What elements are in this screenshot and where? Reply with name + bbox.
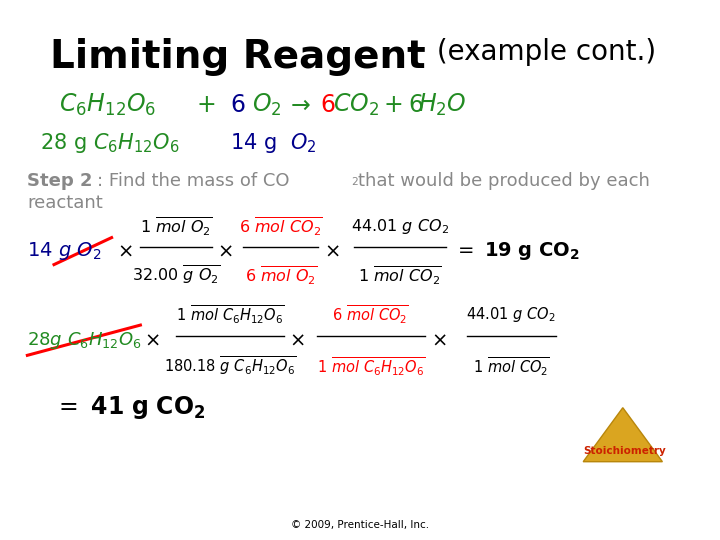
Text: Limiting Reagent: Limiting Reagent [50, 38, 426, 76]
Text: $28g\ C_6H_{12}O_6$: $28g\ C_6H_{12}O_6$ [27, 330, 142, 350]
Text: $1\ \overline{mol\ C_6H_{12}O_6}$: $1\ \overline{mol\ C_6H_{12}O_6}$ [176, 303, 284, 326]
Text: $=\ \mathbf{19\ g\ CO_2}$: $=\ \mathbf{19\ g\ CO_2}$ [454, 240, 579, 262]
Text: $C_6H_{12}O_6$: $C_6H_{12}O_6$ [60, 92, 156, 118]
Text: $\times$: $\times$ [431, 330, 446, 350]
Text: $180.18\ \overline{g\ C_6H_{12}O_6}$: $180.18\ \overline{g\ C_6H_{12}O_6}$ [164, 355, 297, 377]
Text: $\times$: $\times$ [217, 241, 233, 261]
Text: $32.00\ \overline{g\ O_2}$: $32.00\ \overline{g\ O_2}$ [132, 264, 220, 287]
Text: $6\ \overline{mol\ CO_2}$: $6\ \overline{mol\ CO_2}$ [333, 303, 409, 326]
Text: $H_2O$: $H_2O$ [418, 92, 467, 118]
Text: $\times$: $\times$ [117, 241, 132, 261]
Text: $+$: $+$ [383, 93, 402, 117]
Text: $\rightarrow$: $\rightarrow$ [286, 93, 312, 117]
Text: : Find the mass of CO: : Find the mass of CO [97, 172, 289, 190]
Text: $O_2$: $O_2$ [252, 92, 281, 118]
Text: $1\ \overline{mol\ C_6H_{12}O_6}$: $1\ \overline{mol\ C_6H_{12}O_6}$ [317, 355, 425, 377]
Text: $6$: $6$ [408, 93, 424, 117]
Text: $CO_2$: $CO_2$ [333, 92, 379, 118]
Text: $14\ g\ O_2$: $14\ g\ O_2$ [27, 240, 102, 262]
Text: $6$: $6$ [230, 93, 246, 117]
Text: (example cont.): (example cont.) [428, 38, 657, 66]
Text: $\times$: $\times$ [144, 330, 160, 350]
Text: Step 2: Step 2 [27, 172, 93, 190]
Text: reactant: reactant [27, 193, 103, 212]
Text: $6$: $6$ [320, 93, 336, 117]
Text: $44.01\ g\ CO_2$: $44.01\ g\ CO_2$ [467, 305, 556, 324]
Text: Stoichiometry: Stoichiometry [584, 446, 666, 456]
Polygon shape [583, 408, 662, 462]
Text: $\times$: $\times$ [324, 241, 340, 261]
Text: $1\ \overline{mol\ CO_2}$: $1\ \overline{mol\ CO_2}$ [359, 264, 442, 287]
Text: $\times$: $\times$ [289, 330, 305, 350]
Text: © 2009, Prentice-Hall, Inc.: © 2009, Prentice-Hall, Inc. [291, 520, 429, 530]
Text: that would be produced by each: that would be produced by each [358, 172, 649, 190]
Text: $6\ \overline{mol\ CO_2}$: $6\ \overline{mol\ CO_2}$ [239, 215, 323, 238]
Text: $1\ \overline{mol\ O_2}$: $1\ \overline{mol\ O_2}$ [140, 215, 212, 238]
Text: $14\ \mathrm{g}\ \ O_2$: $14\ \mathrm{g}\ \ O_2$ [230, 131, 317, 155]
Text: $_2$: $_2$ [351, 173, 359, 188]
Text: $1\ \overline{mol\ CO_2}$: $1\ \overline{mol\ CO_2}$ [473, 355, 549, 377]
Text: $=\ \mathbf{41\ g\ CO_2}$: $=\ \mathbf{41\ g\ CO_2}$ [54, 394, 205, 421]
Text: $6\ \overline{mol\ O_2}$: $6\ \overline{mol\ O_2}$ [245, 264, 317, 287]
Text: $28\ \mathrm{g}\ C_6H_{12}O_6$: $28\ \mathrm{g}\ C_6H_{12}O_6$ [40, 131, 179, 155]
Text: $+$: $+$ [196, 93, 215, 117]
Text: $44.01\ g\ CO_2$: $44.01\ g\ CO_2$ [351, 217, 449, 237]
